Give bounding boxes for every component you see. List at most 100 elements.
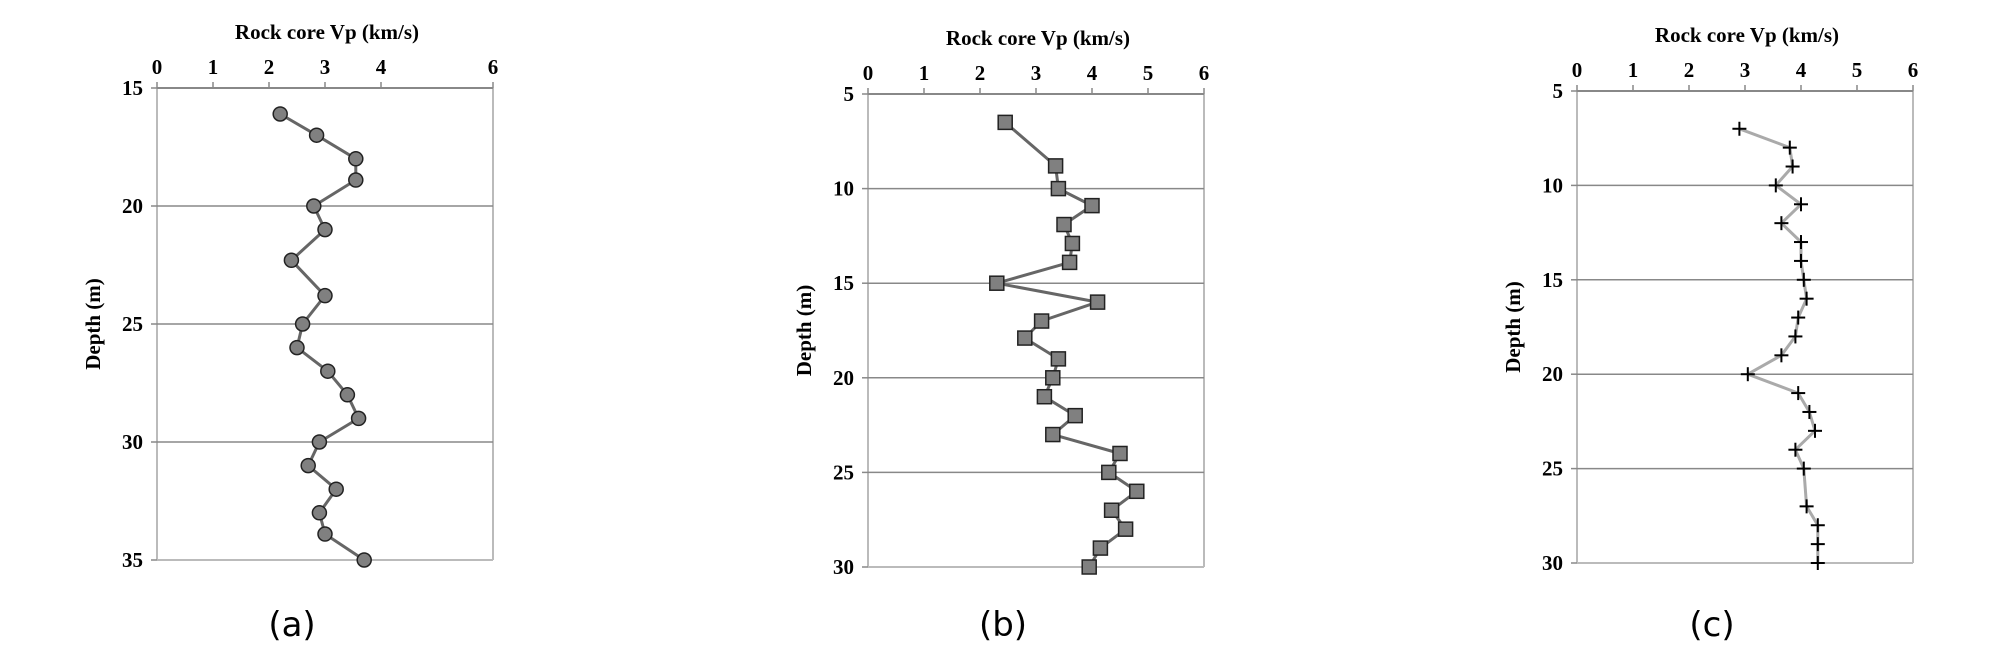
data-point [311,505,328,521]
data-point [1802,404,1817,419]
y-tick-label: 30 [1542,551,1563,575]
data-point [1810,556,1825,570]
y-tick-label: 25 [833,460,854,484]
y-tick-label: 35 [122,548,143,572]
data-point [1050,180,1067,197]
data-point [348,151,364,167]
x-tick-label: 6 [1199,61,1210,85]
x-tick-label: 1 [208,55,219,79]
data-point [1796,461,1811,476]
x-tick-label: 4 [376,55,387,79]
data-point [1768,178,1783,193]
y-axis-label: Depth (m) [81,278,105,370]
data-point [348,172,364,188]
x-tick-label: 1 [919,61,930,85]
x-tick-label: 0 [1572,58,1583,82]
data-point [1788,442,1803,457]
data-point [1129,483,1145,500]
data-point [1056,216,1072,233]
data-point [317,526,333,542]
data-point [339,387,356,403]
data-point [1050,351,1067,367]
x-tick-label: 3 [1740,58,1751,82]
data-point [1047,158,1064,174]
data-point [1112,445,1128,462]
data-point [317,287,333,304]
data-point [1788,329,1803,344]
chart-title: Rock core Vp (km/s) [235,20,419,44]
data-point [1103,502,1120,518]
y-tick-label: 25 [1542,457,1563,481]
data-point [1796,272,1811,287]
x-tick-label: 6 [1908,58,1919,82]
data-point [989,275,1005,291]
data-point [1794,197,1808,212]
data-point [1061,254,1078,271]
data-point [1067,407,1083,424]
y-tick-label: 25 [122,312,143,336]
data-point [1810,518,1825,533]
y-tick-label: 15 [1542,268,1563,292]
data-point [311,434,328,450]
chart-title: Rock core Vp (km/s) [1655,23,1839,47]
x-tick-label: 2 [1684,58,1695,82]
data-point [1774,216,1789,231]
data-point [308,127,325,143]
y-tick-label: 30 [833,555,854,579]
y-axis-label: Depth (m) [792,285,816,377]
data-point [1791,386,1806,401]
data-point [1799,291,1814,306]
data-point [328,481,344,497]
x-tick-label: 4 [1087,61,1098,85]
data-point [283,252,300,269]
data-point [1036,388,1053,405]
y-tick-label: 10 [833,177,854,201]
data-point [1081,559,1097,575]
data-point [350,410,367,427]
data-point [1785,159,1800,174]
data-point [1808,423,1822,438]
y-tick-label: 10 [1542,173,1563,197]
x-tick-label: 2 [264,55,275,79]
chart-title: Rock core Vp (km/s) [946,26,1130,50]
data-point [356,552,372,568]
x-tick-label: 2 [975,61,986,85]
data-point [1017,330,1033,346]
y-tick-label: 20 [833,366,854,390]
x-tick-label: 1 [1628,58,1639,82]
data-point [1799,499,1814,514]
data-point [1092,540,1109,556]
data-point [1089,294,1106,310]
y-tick-label: 5 [844,82,855,106]
panel-caption: (a) [268,605,315,645]
series-line [1738,127,1820,563]
data-point [1740,367,1755,382]
y-tick-label: 5 [1553,79,1564,103]
data-point [300,457,316,474]
data-point [1732,121,1747,136]
panel-caption: (c) [1689,605,1734,645]
x-tick-label: 5 [1143,61,1154,85]
x-tick-label: 0 [152,55,163,79]
data-point [1774,348,1789,363]
data-point [1810,537,1825,552]
x-tick-label: 6 [488,55,499,79]
data-point [1117,521,1134,537]
data-point [317,221,333,238]
data-point [1045,370,1061,386]
x-tick-label: 5 [1852,58,1863,82]
panel-b: 0 1 2 3 4 5 6 5 10 15 20 25 30 Rock core Vp (km/s) Dep… [792,26,1209,645]
y-tick-label: 15 [122,76,143,100]
data-point [1033,313,1050,329]
y-tick-label: 30 [122,430,143,454]
x-tick-label: 4 [1796,58,1807,82]
data-point [1045,426,1061,443]
data-point [294,316,311,332]
data-point [1794,253,1808,268]
y-tick-label: 20 [1542,362,1563,386]
x-tick-label: 3 [1031,61,1042,85]
x-tick-label: 0 [863,61,874,85]
data-point [289,339,305,356]
data-point [1101,464,1117,481]
